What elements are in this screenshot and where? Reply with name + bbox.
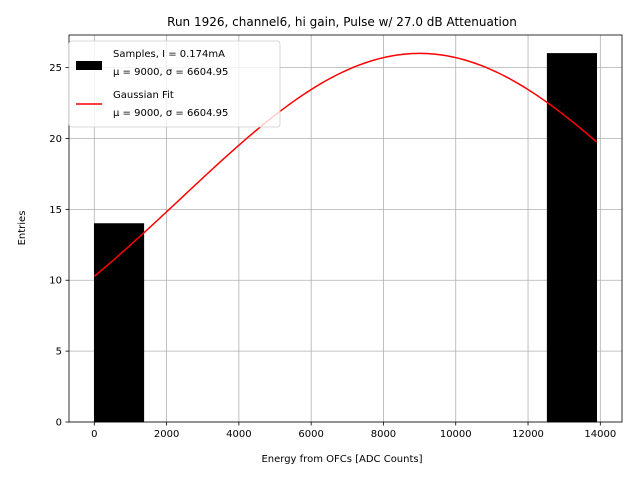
histogram-bars — [94, 53, 597, 423]
legend-histogram-label: Samples, I = 0.174mA — [113, 49, 225, 60]
x-tick-label: 14000 — [584, 429, 616, 440]
legend-histogram-swatch — [76, 61, 102, 70]
x-tick-label: 10000 — [440, 429, 472, 440]
legend-fit-label: Gaussian Fit — [113, 90, 174, 101]
y-tick-label: 10 — [49, 276, 62, 287]
y-tick-label: 5 — [56, 347, 62, 358]
y-tick-label: 0 — [56, 418, 62, 429]
x-tick-label: 4000 — [226, 429, 251, 440]
y-tick-label: 25 — [49, 63, 62, 74]
legend-box — [68, 40, 281, 128]
y-tick-label: 15 — [49, 205, 62, 216]
legend-histogram-stats: μ = 9000, σ = 6604.95 — [113, 67, 228, 78]
x-tick-label: 12000 — [512, 429, 544, 440]
x-axis-label: Energy from OFCs [ADC Counts] — [261, 454, 422, 465]
x-tick-label: 2000 — [154, 429, 179, 440]
y-axis-label: Entries — [17, 211, 28, 246]
y-tick-label: 20 — [49, 134, 62, 145]
chart-title: Run 1926, channel6, hi gain, Pulse w/ 27… — [167, 15, 517, 29]
x-axis-ticks: 0 2000 4000 6000 8000 10000 12000 14000 — [91, 422, 616, 440]
grid — [69, 35, 622, 423]
histogram-bar — [94, 223, 145, 423]
legend-fit-stats: μ = 9000, σ = 6604.95 — [113, 108, 228, 119]
y-axis-ticks: 0 5 10 15 20 25 — [49, 63, 69, 429]
x-tick-label: 6000 — [298, 429, 323, 440]
legend: Samples, I = 0.174mA μ = 9000, σ = 6604.… — [68, 40, 281, 128]
x-tick-label: 0 — [91, 429, 97, 440]
plot-frame — [68, 34, 623, 423]
gaussian-fit-curve — [93, 52, 598, 277]
x-tick-label: 8000 — [371, 429, 396, 440]
histogram-bar — [546, 53, 597, 423]
